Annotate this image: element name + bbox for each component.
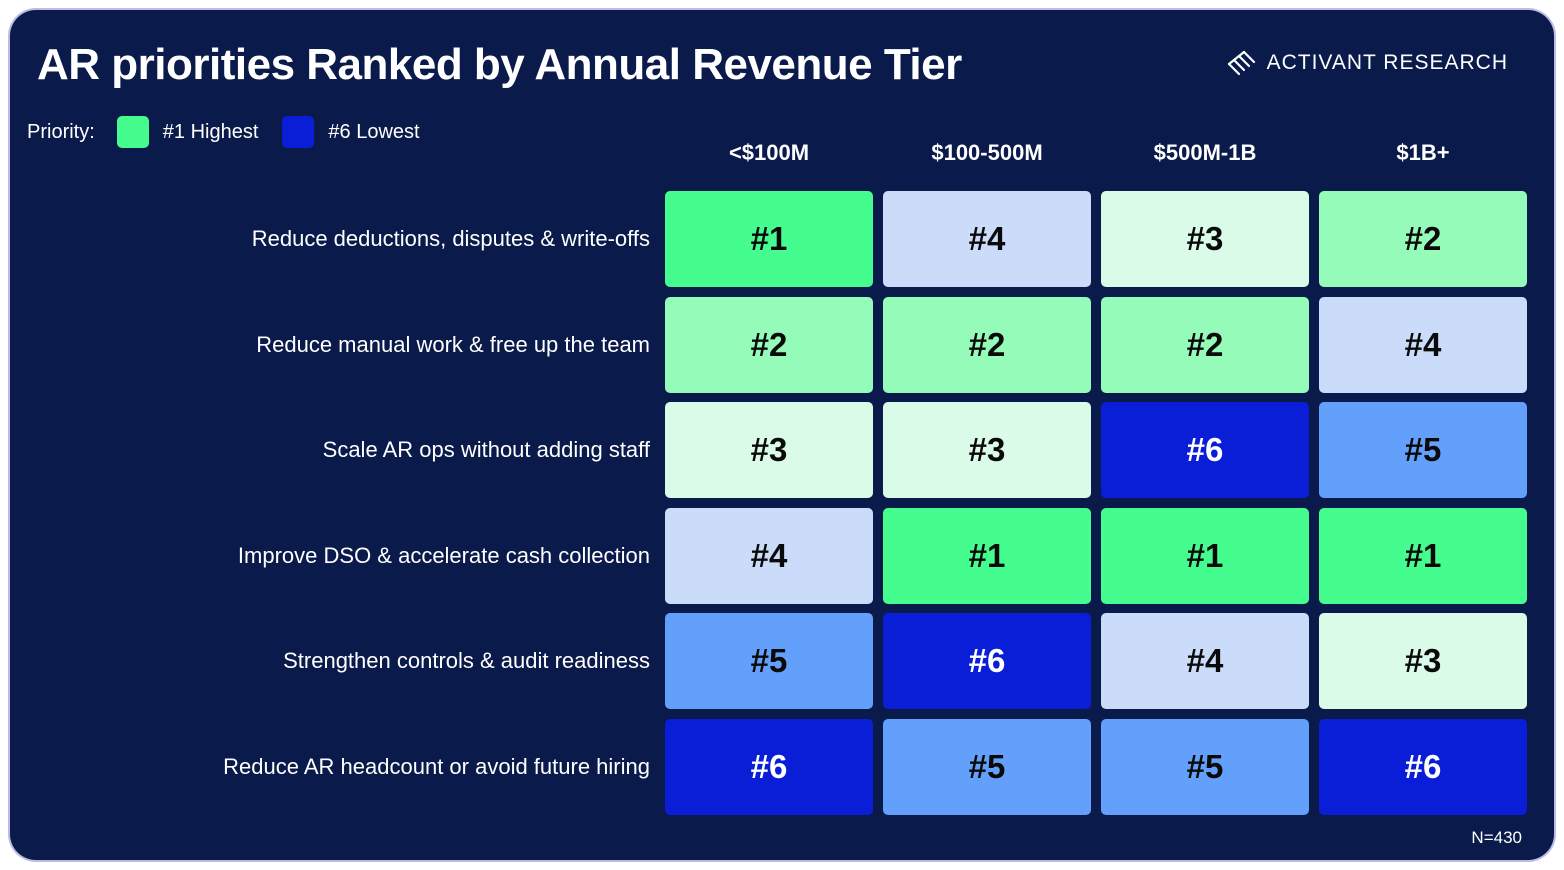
activant-stripes-logo-icon — [1227, 50, 1255, 76]
heatmap-cell: #6 — [665, 719, 873, 815]
heatmap-cell: #6 — [1101, 402, 1309, 498]
column-header: <$100M — [728, 140, 810, 165]
column-header: $500M-1B — [1153, 140, 1257, 165]
heatmap-cell: #1 — [665, 191, 873, 287]
column-header: $100-500M — [931, 140, 1043, 165]
row-label: Scale AR ops without adding staff — [322, 437, 650, 462]
heatmap-cell: #3 — [1319, 613, 1527, 709]
heatmap-cell: #2 — [883, 297, 1091, 393]
legend-item-highest: #1 Highest — [162, 120, 259, 143]
column-header: $1B+ — [1396, 140, 1450, 165]
sample-size-note: N=430 — [1471, 828, 1522, 847]
brand-name: ACTIVANT RESEARCH — [1266, 51, 1508, 74]
row-label: Improve DSO & accelerate cash collection — [237, 543, 650, 568]
heatmap-cell: #5 — [1319, 402, 1527, 498]
heatmap-cell: #4 — [883, 191, 1091, 287]
row-label: Reduce manual work & free up the team — [256, 332, 650, 357]
brand-logo: ACTIVANT RESEARCH — [1227, 50, 1508, 76]
heatmap-cell: #1 — [883, 508, 1091, 604]
heatmap-cell: #4 — [1319, 297, 1527, 393]
row-label: Strengthen controls & audit readiness — [283, 648, 650, 673]
heatmap-cell: #2 — [1101, 297, 1309, 393]
heatmap-cell: #2 — [665, 297, 873, 393]
legend: Priority: #1 Highest #6 Lowest — [27, 116, 420, 148]
chart-card: AR priorities Ranked by Annual Revenue T… — [10, 10, 1554, 860]
heatmap-cell: #1 — [1319, 508, 1527, 604]
legend-label: Priority: — [27, 120, 95, 143]
heatmap-cell: #5 — [1101, 719, 1309, 815]
heatmap-cell: #5 — [665, 613, 873, 709]
heatmap-cell: #5 — [883, 719, 1091, 815]
legend-item-lowest: #6 Lowest — [328, 120, 420, 143]
heatmap-cell: #3 — [665, 402, 873, 498]
legend-swatch-lowest — [282, 116, 315, 148]
heatmap-cell: #4 — [665, 508, 873, 604]
heatmap-cell: #6 — [1319, 719, 1527, 815]
heatmap-cell: #4 — [1101, 613, 1309, 709]
heatmap-cell: #1 — [1101, 508, 1309, 604]
heatmap-cell: #6 — [883, 613, 1091, 709]
row-label: Reduce AR headcount or avoid future hiri… — [223, 754, 650, 779]
legend-swatch-highest — [116, 116, 149, 148]
heatmap-cell: #2 — [1319, 191, 1527, 287]
row-label: Reduce deductions, disputes & write-offs — [251, 226, 650, 251]
heatmap-cell: #3 — [1101, 191, 1309, 287]
heatmap-cell: #3 — [883, 402, 1091, 498]
chart-title: AR priorities Ranked by Annual Revenue T… — [37, 40, 962, 89]
